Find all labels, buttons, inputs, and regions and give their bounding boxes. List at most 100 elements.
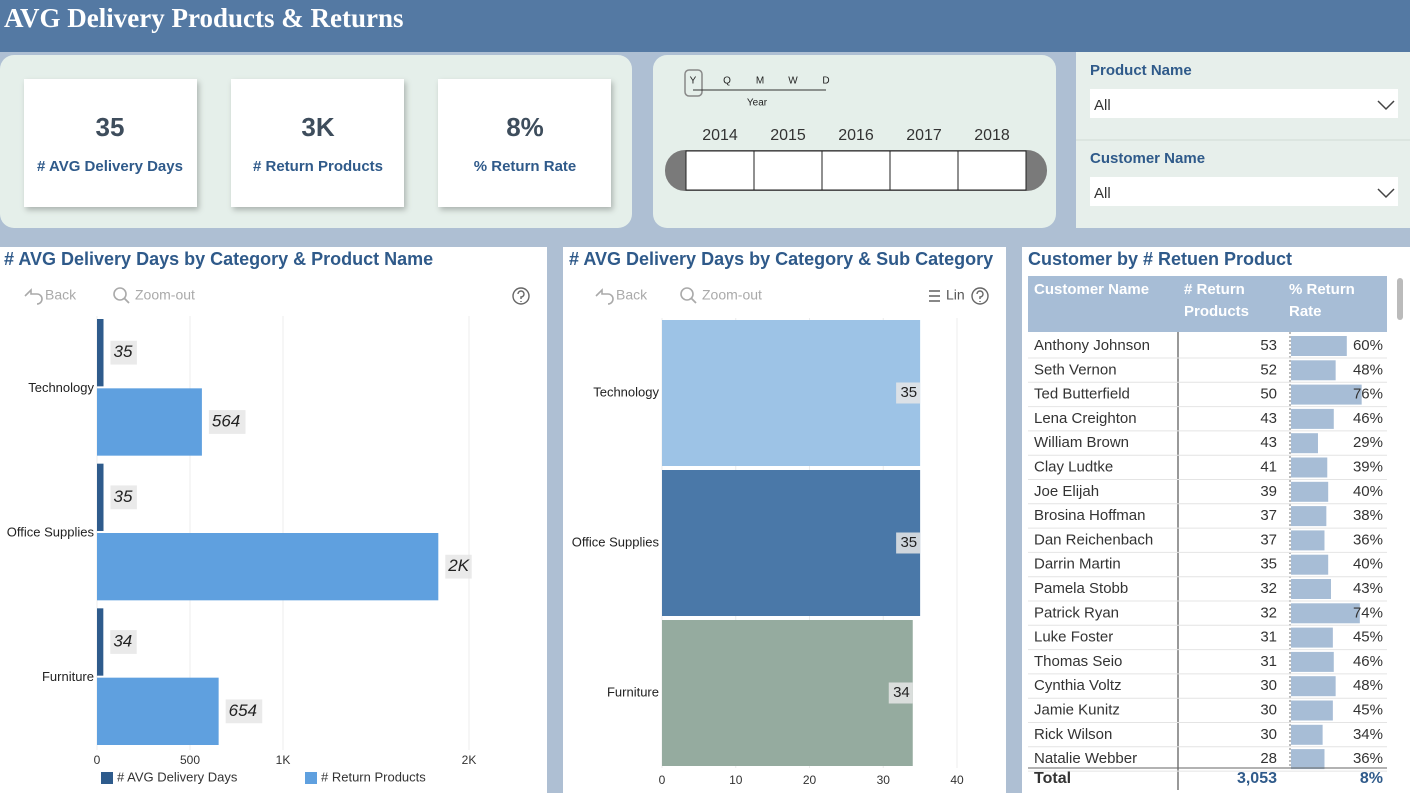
x-tick-label: 20 [803,773,817,787]
cell: 74% [1353,604,1383,621]
toolbar-button[interactable]: Zoom-out [702,287,762,303]
cell: 76% [1353,386,1383,403]
data-bar [1291,554,1329,575]
bar [97,608,104,676]
category-label: Technology [593,384,659,399]
column-header[interactable]: Customer Name [1034,279,1174,329]
cell: 45% [1353,701,1383,718]
filter-label: Customer Name [1090,150,1205,167]
data-bar [1291,651,1334,672]
cell: 52 [1260,361,1277,378]
toolbar-button[interactable]: Back [616,287,648,303]
cell: 30 [1260,677,1277,694]
level[interactable]: W [788,76,798,87]
timeline-cell[interactable] [685,150,755,191]
table-header [1028,276,1387,332]
x-tick-label: 500 [180,753,200,767]
bar [662,620,913,766]
column-header[interactable]: # Return Products [1184,279,1280,329]
kpi-value: 8% [506,112,544,142]
dropdown-value[interactable]: All [1094,97,1111,114]
data-bar [1291,676,1336,697]
category-label: Office Supplies [572,534,660,549]
cell: 35 [1260,556,1277,573]
bar [97,677,219,745]
table-title: Customer by # Retuen Product [1028,249,1292,269]
cell: Anthony Johnson [1034,337,1150,354]
back-icon [595,288,614,305]
category-label: Furniture [607,684,659,699]
cell: 32 [1260,604,1277,621]
cell: Brosina Hoffman [1034,507,1145,524]
bar [97,533,439,601]
cell: 46% [1353,410,1383,427]
data-bar [1291,481,1329,502]
year: 2015 [770,127,806,144]
cell: 40% [1353,556,1383,573]
x-tick-label: 10 [729,773,743,787]
level[interactable]: M [756,76,764,87]
total-value: 3,053 [1237,770,1277,787]
timeline-cell[interactable] [957,150,1027,191]
dropdown[interactable] [1090,89,1398,118]
cell: 31 [1260,629,1277,646]
cell: Jamie Kunitz [1034,701,1120,718]
data-bar [1291,700,1333,721]
cell: 40% [1353,483,1383,500]
cell: Cynthia Voltz [1034,677,1122,694]
timeline-cell[interactable] [889,150,959,191]
data-bar [1291,433,1318,454]
toolbar-button[interactable]: Back [45,287,77,303]
level-selected[interactable] [684,69,703,97]
data-bar [1291,603,1360,624]
cell: Seth Vernon [1034,361,1117,378]
level[interactable]: Y [690,76,697,87]
cell: Thomas Seio [1034,653,1122,670]
label-bg [110,340,137,365]
column-header-text[interactable]: % Return Rate [1289,281,1355,320]
cell: 28 [1260,750,1277,767]
kpi-card [231,79,404,207]
help-icon[interactable] [512,287,530,305]
level[interactable]: D [822,76,829,87]
chevron[interactable] [1377,100,1395,111]
cell: 43 [1260,434,1277,451]
cell: Joe Elijah [1034,483,1099,500]
dropdown-value[interactable]: All [1094,185,1111,202]
cell: 32 [1260,580,1277,597]
toolbar-button[interactable]: Zoom-out [135,287,195,303]
kpi-label: # AVG Delivery Days [37,158,183,175]
cell: Pamela Stobb [1034,580,1128,597]
cell: Rick Wilson [1034,726,1112,743]
category-label: Furniture [42,669,94,684]
back-icon [24,288,43,305]
column-header-text[interactable]: # Return Products [1184,281,1250,320]
label-bg [208,410,246,434]
cell: Ted Butterfield [1034,386,1130,403]
data-bar [1291,506,1327,527]
label-bg [110,485,137,510]
chevron[interactable] [1377,188,1395,199]
scrollbar[interactable] [1397,278,1403,320]
column-header-text[interactable]: Customer Name [1034,281,1150,298]
sort-arrow [1185,350,1193,355]
dropdown[interactable] [1090,177,1398,206]
data-label: 564 [212,411,240,430]
data-label: 35 [114,342,133,361]
zoom-icon [113,287,127,301]
category-label: Technology [28,380,94,395]
cell: 29% [1353,434,1383,451]
help-icon[interactable] [971,287,989,305]
kpi-card [438,79,611,207]
toolbar-button[interactable]: Lin [946,287,965,303]
cell: Patrick Ryan [1034,604,1119,621]
timeline-cell[interactable] [753,150,823,191]
level[interactable]: Q [723,76,731,87]
column-header[interactable]: % Return Rate [1289,279,1385,329]
help-icon [976,290,984,302]
kpi-label: # Return Products [253,158,383,175]
timeline-cell[interactable] [821,150,891,191]
data-bar [1291,627,1333,648]
cell: Natalie Webber [1034,750,1137,767]
cell: Dan Reichenbach [1034,531,1153,548]
